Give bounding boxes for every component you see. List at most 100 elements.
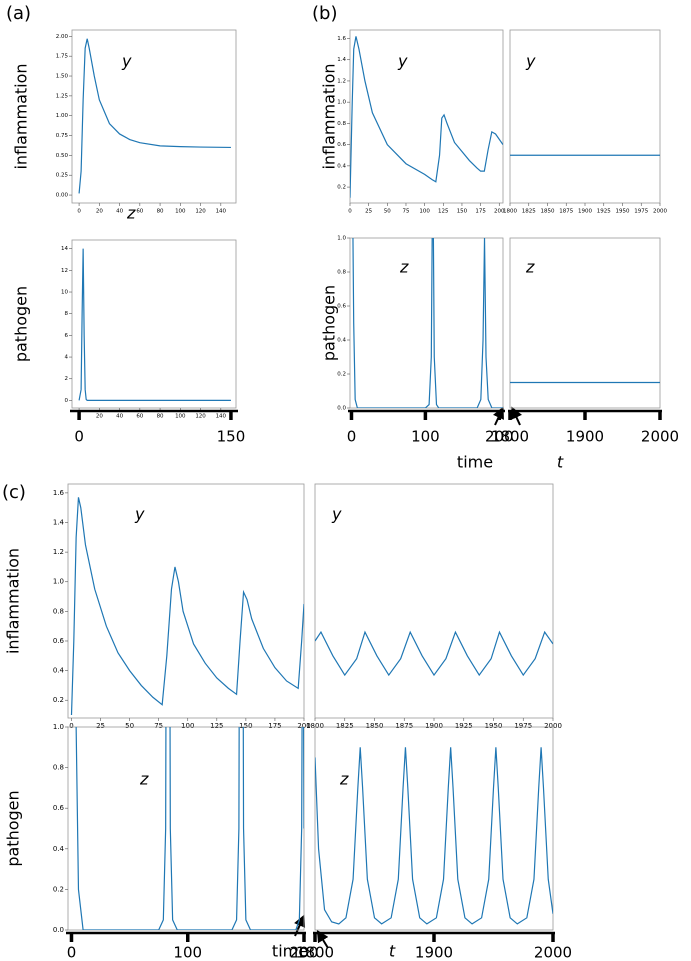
y-tick-label: 0.50 bbox=[56, 153, 69, 159]
plot-frame bbox=[67, 483, 305, 719]
variable-label: z bbox=[399, 258, 409, 277]
y-tick-label: 0.6 bbox=[53, 804, 65, 812]
x-tick-label: 100 bbox=[181, 722, 194, 730]
x-tick-label: 75 bbox=[402, 209, 409, 215]
x-tick-label: 0 bbox=[69, 722, 73, 730]
variable-label: y bbox=[525, 52, 536, 71]
big-x-tick-label: 2000 bbox=[641, 428, 679, 446]
y-tick-label: 0.8 bbox=[53, 764, 64, 772]
y-tick-label: 1.0 bbox=[337, 236, 346, 242]
x-tick-label: 200 bbox=[494, 209, 505, 215]
y-tick-label: 0.4 bbox=[53, 667, 65, 675]
variable-label: y bbox=[397, 52, 408, 71]
y-tick-label: 0.4 bbox=[337, 338, 346, 344]
variable-label: z bbox=[126, 204, 136, 223]
x-tick-label: 1850 bbox=[541, 209, 555, 215]
x-tick-label: 75 bbox=[154, 722, 163, 730]
x-tick-label: 0 bbox=[348, 209, 352, 215]
variable-label: y bbox=[134, 505, 145, 524]
y-tick-label: 0.2 bbox=[53, 696, 64, 704]
line-series bbox=[78, 38, 231, 194]
line-series bbox=[350, 36, 503, 198]
x-tick-label: 2000 bbox=[653, 209, 667, 215]
y-tick-label: 0 bbox=[65, 398, 69, 404]
y-tick-label: 1.6 bbox=[53, 489, 65, 497]
y-tick-label: 1.75 bbox=[56, 54, 69, 60]
line-series bbox=[315, 747, 553, 925]
big-x-tick-label: 1900 bbox=[415, 944, 453, 961]
x-axis-label: t bbox=[389, 942, 396, 961]
x-tick-label: 0 bbox=[77, 209, 81, 215]
y-tick-label: 0.2 bbox=[53, 885, 64, 893]
panel-label: (c) bbox=[2, 482, 26, 503]
y-tick-label: 0.4 bbox=[337, 163, 346, 169]
x-tick-label: 1925 bbox=[455, 722, 473, 730]
y-tick-label: 4 bbox=[65, 355, 69, 361]
x-tick-label: 150 bbox=[239, 722, 252, 730]
y-tick-label: 1.4 bbox=[53, 519, 65, 527]
x-tick-label: 1900 bbox=[425, 722, 443, 730]
y-axis-label: pathogen bbox=[4, 790, 23, 866]
big-x-tick-label: 100 bbox=[411, 428, 440, 446]
x-tick-label: 1950 bbox=[616, 209, 630, 215]
y-tick-label: 1.25 bbox=[56, 93, 69, 99]
y-tick-label: 0.0 bbox=[53, 926, 64, 934]
y-axis-label: pathogen bbox=[12, 286, 31, 362]
y-tick-label: 14 bbox=[61, 246, 68, 252]
x-tick-label: 1975 bbox=[634, 209, 648, 215]
x-tick-label: 100 bbox=[175, 414, 186, 420]
x-tick-label: 120 bbox=[195, 414, 206, 420]
y-axis-label: inflammation bbox=[320, 63, 339, 169]
x-tick-label: 100 bbox=[419, 209, 430, 215]
plot-frame bbox=[314, 726, 554, 931]
variable-label: y bbox=[331, 505, 342, 524]
plot-frame bbox=[314, 483, 554, 719]
x-tick-label: 1800 bbox=[306, 722, 324, 730]
y-tick-label: 0.2 bbox=[337, 372, 346, 378]
panel-label: (a) bbox=[6, 3, 31, 24]
x-tick-label: 100 bbox=[175, 209, 186, 215]
big-x-tick-label: 150 bbox=[217, 428, 246, 446]
y-tick-label: 0.8 bbox=[337, 121, 346, 127]
x-tick-label: 20 bbox=[96, 414, 103, 420]
x-tick-label: 1800 bbox=[503, 209, 517, 215]
variable-label: y bbox=[121, 52, 132, 71]
x-tick-label: 1875 bbox=[395, 722, 413, 730]
x-tick-label: 50 bbox=[384, 209, 391, 215]
y-tick-label: 0.8 bbox=[53, 607, 64, 615]
line-series bbox=[71, 727, 304, 930]
line-series bbox=[70, 497, 304, 716]
plot-frame bbox=[349, 237, 504, 409]
x-tick-label: 150 bbox=[457, 209, 468, 215]
variable-label: z bbox=[139, 770, 149, 789]
y-tick-label: 10 bbox=[61, 290, 68, 296]
plot-frame bbox=[67, 726, 305, 931]
x-tick-label: 175 bbox=[268, 722, 281, 730]
plot-frame bbox=[349, 29, 504, 204]
x-tick-label: 140 bbox=[216, 209, 227, 215]
x-tick-label: 50 bbox=[125, 722, 134, 730]
x-tick-label: 60 bbox=[136, 209, 143, 215]
x-tick-label: 20 bbox=[96, 209, 103, 215]
y-tick-label: 0.6 bbox=[337, 304, 346, 310]
y-tick-label: 1.00 bbox=[56, 113, 69, 119]
y-axis-label: inflammation bbox=[12, 63, 31, 169]
x-axis-label: time bbox=[272, 942, 308, 961]
big-x-tick-label: 200 bbox=[485, 428, 514, 446]
y-axis-label: pathogen bbox=[320, 285, 339, 361]
big-x-tick-label: 2000 bbox=[534, 944, 572, 961]
x-tick-label: 80 bbox=[157, 414, 164, 420]
x-tick-label: 1875 bbox=[559, 209, 573, 215]
plot-frame bbox=[509, 237, 661, 409]
x-tick-label: 1825 bbox=[522, 209, 536, 215]
x-tick-label: 60 bbox=[136, 414, 143, 420]
y-tick-label: 0.75 bbox=[56, 133, 69, 139]
x-tick-label: 200 bbox=[297, 722, 310, 730]
y-tick-label: 0.0 bbox=[337, 406, 346, 412]
y-axis-label: inflammation bbox=[4, 548, 23, 654]
x-tick-label: 40 bbox=[116, 414, 123, 420]
x-tick-label: 2000 bbox=[544, 722, 562, 730]
x-tick-label: 1950 bbox=[485, 722, 503, 730]
plot-frame bbox=[71, 239, 237, 409]
x-tick-label: 125 bbox=[438, 209, 449, 215]
